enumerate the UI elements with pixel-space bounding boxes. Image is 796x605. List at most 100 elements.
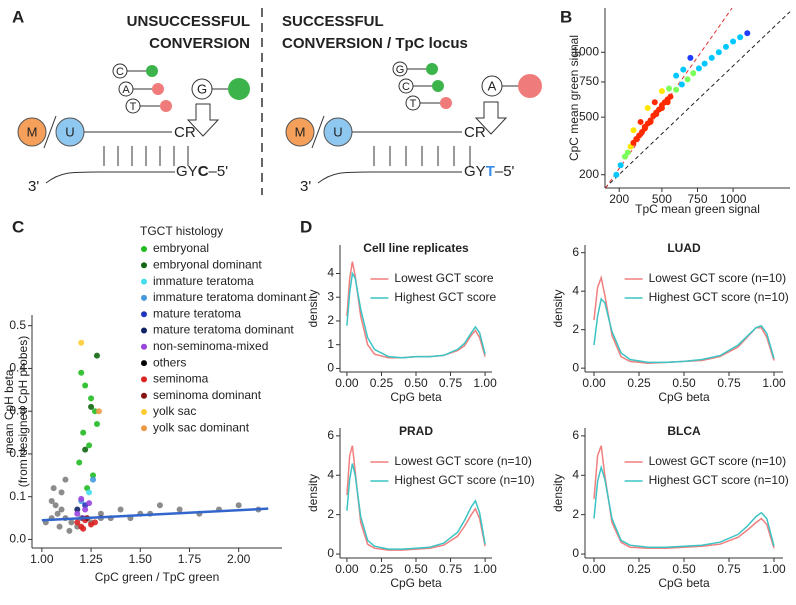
- arrow: [474, 101, 508, 135]
- sequence: –5': [495, 163, 515, 180]
- point: [66, 527, 73, 534]
- panel-label: B: [560, 7, 572, 26]
- probe-circle: [405, 95, 421, 111]
- x-axis-label: TpC mean green signal: [635, 202, 760, 216]
- x-tick-label: 500: [652, 192, 672, 206]
- point: [88, 395, 95, 402]
- sequence: 3': [28, 178, 39, 195]
- point: [630, 127, 637, 134]
- legend-label: Highest GCT score (n=10): [394, 473, 534, 487]
- point: [58, 489, 65, 496]
- y-axis-label: mean CpH beta: [2, 369, 16, 453]
- legend-label: seminoma: [153, 372, 209, 386]
- point: [90, 476, 97, 483]
- x-tick-label: 1000: [720, 192, 747, 206]
- diagram-right: SUCCESSFUL CONVERSION / TpC locus G C T …: [282, 13, 542, 195]
- density-line: [593, 297, 775, 364]
- base-pairs: [103, 146, 189, 166]
- probe-letter: G: [396, 64, 405, 76]
- legend-label: yolk sac: [153, 404, 196, 418]
- legend-label: yolk sac dominant: [153, 420, 250, 434]
- unmethyl-label: U: [65, 124, 74, 139]
- y-tick-label: 0.0: [9, 532, 26, 546]
- sequence: CR: [174, 124, 196, 141]
- legend-label: immature teratoma: [153, 274, 254, 288]
- unmethyl-label: U: [333, 124, 342, 139]
- x-tick-label: 1.50: [129, 552, 153, 566]
- x-tick-label: 200: [609, 192, 629, 206]
- arrow: [186, 103, 220, 137]
- probe-circle: [118, 81, 134, 97]
- point: [88, 403, 95, 410]
- point: [644, 105, 651, 112]
- x-tick-label: 0.50: [404, 562, 428, 576]
- x-axis-label: CpG beta: [390, 576, 442, 590]
- legend-swatch: [141, 294, 147, 301]
- chart-title: BLCA: [667, 424, 701, 438]
- y-tick-label: 2: [327, 507, 334, 521]
- point: [613, 171, 620, 178]
- point: [722, 43, 729, 50]
- point: [86, 442, 93, 449]
- point: [50, 485, 57, 492]
- point: [86, 489, 93, 496]
- y-tick-label: 6: [572, 428, 579, 442]
- legend-label: mature teratoma dominant: [153, 323, 294, 337]
- y-tick-label: 4: [327, 266, 334, 280]
- y-tick-label: 6: [327, 428, 334, 442]
- x-tick-label: 0.50: [404, 376, 428, 390]
- point: [641, 125, 648, 132]
- point: [673, 72, 680, 79]
- x-tick-label: 0.25: [370, 376, 394, 390]
- point: [684, 76, 691, 83]
- legend-label: mature teratoma: [153, 306, 241, 320]
- legend-label: non-seminoma-mixed: [153, 339, 268, 353]
- y-tick-label: 0: [572, 546, 579, 560]
- point: [90, 472, 97, 479]
- legend-label: Highest GCT score (n=10): [649, 473, 789, 487]
- point: [658, 88, 665, 95]
- legend-label: Lowest GCT score: [394, 271, 493, 285]
- point: [664, 99, 671, 106]
- point: [156, 502, 163, 509]
- x-tick-label: 1.00: [30, 552, 54, 566]
- y-axis-label: (from designed CpH probes): [16, 336, 30, 487]
- point: [701, 60, 708, 67]
- point: [91, 519, 98, 526]
- probe-letter: A: [122, 84, 130, 96]
- x-tick-label: 0.75: [717, 562, 741, 576]
- methyl-circle: [17, 117, 47, 147]
- x-tick-label: 0.50: [672, 376, 696, 390]
- point: [647, 118, 654, 125]
- density-line: [593, 445, 775, 549]
- point: [82, 506, 89, 513]
- y-tick-label: 1: [327, 337, 334, 351]
- point: [74, 519, 81, 526]
- slash: [43, 115, 57, 149]
- probe-dot: [228, 78, 250, 100]
- legend-swatch: [141, 409, 147, 415]
- x-tick-label: 0.25: [627, 376, 651, 390]
- legend-swatch: [141, 262, 147, 269]
- probe-letter: T: [130, 101, 137, 113]
- x-tick-label: 1.00: [473, 376, 497, 390]
- legend-label: Highest GCT score: [394, 290, 496, 304]
- x-tick-label: 0.00: [335, 376, 359, 390]
- y-tick-label: 0.3: [9, 403, 26, 417]
- point: [680, 66, 687, 73]
- point: [82, 382, 89, 389]
- y-tick-label: 2: [327, 313, 334, 327]
- y-axis-label: density: [306, 474, 320, 512]
- probe-dot: [152, 83, 164, 95]
- probe-circle: [125, 98, 141, 114]
- legend-swatch: [141, 343, 147, 350]
- legend-swatch: [141, 360, 147, 367]
- diagram-left: UNSUCCESSFUL CONVERSION C A T G M U CR 3…: [17, 13, 250, 195]
- point: [637, 118, 644, 125]
- x-tick-label: 1.75: [178, 552, 202, 566]
- point: [58, 506, 65, 513]
- point: [82, 446, 89, 453]
- chart-title: LUAD: [667, 241, 701, 255]
- legend-label: Lowest GCT score (n=10): [394, 454, 532, 468]
- panel-label: C: [12, 217, 24, 236]
